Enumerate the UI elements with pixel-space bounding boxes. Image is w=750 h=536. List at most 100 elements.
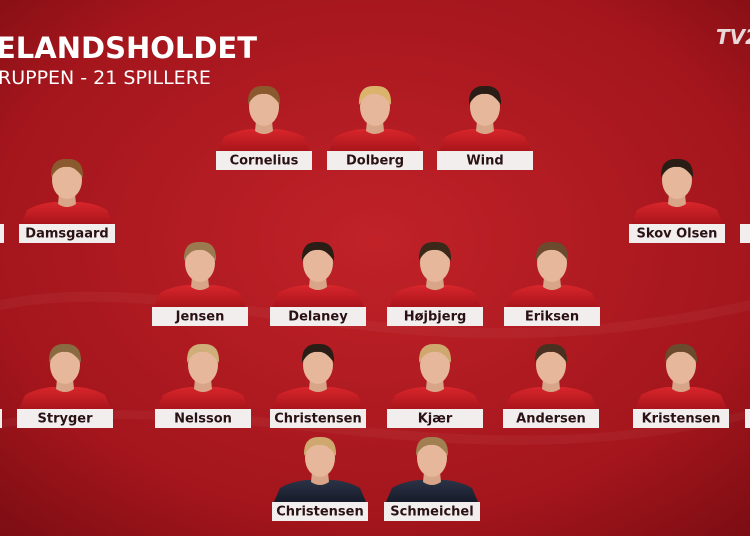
player-name: Schmeichel [390, 505, 473, 520]
player-shirt [19, 387, 111, 409]
players: Cornelius Dolberg Wind Damsgaard Skov Olsen J… [17, 85, 729, 521]
player-hair [358, 85, 392, 105]
player-head [666, 346, 696, 384]
player-hair [50, 158, 84, 178]
player-name: Nelsson [174, 412, 232, 427]
player-name: Christensen [276, 505, 364, 520]
player-head [50, 346, 80, 384]
player-hair [468, 85, 502, 105]
player-head [303, 346, 333, 384]
player-card: Delaney [270, 241, 366, 326]
player-head [536, 346, 566, 384]
name-plate [384, 502, 480, 521]
player-card: Dolberg [327, 85, 423, 170]
player-hair [303, 436, 337, 456]
name-plate [152, 307, 248, 326]
player-name: Dolberg [346, 154, 404, 169]
player-name: Wind [466, 154, 503, 169]
name-plate [270, 409, 366, 428]
player-head [188, 346, 218, 384]
player-hair [301, 241, 335, 261]
player-card: Højbjerg [387, 241, 483, 326]
player-hair [418, 241, 452, 261]
name-plate [629, 224, 725, 243]
cropped-plate [745, 409, 750, 428]
player-head [662, 161, 692, 199]
name-plate [270, 307, 366, 326]
player-head [360, 88, 390, 126]
player-name: Eriksen [525, 310, 579, 325]
cropped-plate [0, 224, 4, 243]
cropped-plate [740, 224, 750, 243]
name-plate [503, 409, 599, 428]
player-head [470, 88, 500, 126]
cropped-plate [0, 409, 2, 428]
player-hair [535, 241, 569, 261]
player-shirt [21, 202, 113, 224]
player-hair [186, 343, 220, 363]
player-shirt [389, 387, 481, 409]
player-head [537, 244, 567, 282]
name-plate [216, 151, 312, 170]
player-shirt [218, 129, 310, 151]
channel-logo: TV2 [716, 25, 750, 49]
player-shirt [272, 285, 364, 307]
player-hair [660, 158, 694, 178]
player-hair [534, 343, 568, 363]
player-hair [418, 343, 452, 363]
player-shirt [154, 285, 246, 307]
player-card: Damsgaard [19, 158, 115, 243]
title: ELANDSHOLDET [0, 31, 257, 65]
player-shirt [272, 387, 364, 409]
player-head [305, 439, 335, 477]
player-name: Cornelius [230, 154, 299, 169]
player-shirt [329, 129, 421, 151]
player-head [420, 346, 450, 384]
player-hair [247, 85, 281, 105]
player-shirt [506, 285, 598, 307]
player-card: Eriksen [504, 241, 600, 326]
player-shirt [389, 285, 481, 307]
player-card: Andersen [503, 343, 599, 428]
name-plate [504, 307, 600, 326]
player-card: Cornelius [216, 85, 312, 170]
name-plate [272, 502, 368, 521]
name-plate [633, 409, 729, 428]
name-plate [19, 224, 115, 243]
player-card: Schmeichel [384, 436, 480, 521]
player-head [249, 88, 279, 126]
player-head [185, 244, 215, 282]
player-name: Stryger [38, 412, 94, 427]
player-shirt [635, 387, 727, 409]
player-card: Nelsson [155, 343, 251, 428]
player-head [417, 439, 447, 477]
player-head [52, 161, 82, 199]
player-shirt [157, 387, 249, 409]
name-plate [155, 409, 251, 428]
player-name: Damsgaard [25, 227, 108, 242]
player-shirt [386, 480, 478, 502]
player-hair [301, 343, 335, 363]
player-name: Kristensen [642, 412, 721, 427]
player-name: Skov Olsen [637, 227, 718, 242]
name-plate [387, 409, 483, 428]
name-plate [17, 409, 113, 428]
player-hair [415, 436, 449, 456]
player-name: Delaney [288, 310, 348, 325]
name-plate [387, 307, 483, 326]
player-head [303, 244, 333, 282]
player-hair [48, 343, 82, 363]
player-shirt [439, 129, 531, 151]
player-card: Kjær [387, 343, 483, 428]
player-card: Skov Olsen [629, 158, 725, 243]
player-shirt [274, 480, 366, 502]
player-shirt [505, 387, 597, 409]
name-plate [327, 151, 423, 170]
player-head [420, 244, 450, 282]
player-card: Wind [437, 85, 533, 170]
player-card: Christensen [270, 343, 366, 428]
player-hair [183, 241, 217, 261]
subtitle: RUPPEN - 21 SPILLERE [0, 67, 211, 89]
name-plate [437, 151, 533, 170]
